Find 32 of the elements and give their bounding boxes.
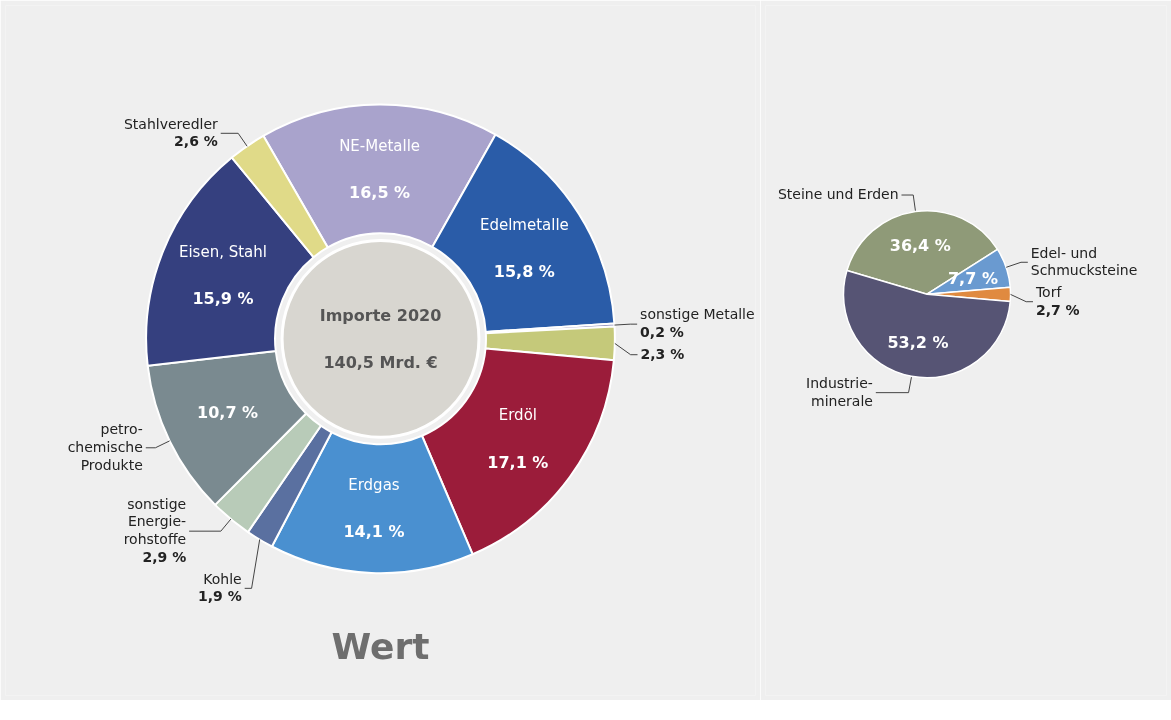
slice-label: Industrie- minerale — [806, 374, 873, 409]
slice-label: Eisen, Stahl — [178, 242, 267, 261]
slice-label: Stahlveredler — [123, 115, 219, 132]
slice-label: petro- chemische Produkte — [67, 421, 143, 473]
text: Importe 2020 — [319, 305, 442, 325]
slice-label: Edel- und Schmucksteine — [1030, 244, 1138, 279]
slice-label: Erdgas — [348, 475, 400, 494]
slice-label: sonstige Energie- rohstoffe — [123, 495, 187, 548]
slice-label: sonstige Metalle — [640, 306, 755, 323]
data-label: 14,1 % — [343, 522, 405, 542]
data-label: 2,3 % — [640, 345, 685, 362]
data-label: 17,1 % — [487, 452, 549, 472]
data-label: 2,9 % — [142, 548, 187, 565]
slice-label: Steine und Erden — [777, 186, 899, 203]
data-label: 36,4 % — [889, 236, 951, 256]
slice-label: Kohle — [203, 570, 242, 587]
slice-label: NE-Metalle — [339, 136, 421, 155]
data-label: 53,2 % — [887, 332, 949, 352]
data-label: 1,9 % — [198, 588, 242, 605]
data-label: 0,2 % — [640, 324, 684, 341]
data-label: 16,5 % — [349, 182, 411, 202]
slice-label: Erdöl — [498, 406, 537, 425]
data-label: 10,7 % — [197, 403, 259, 423]
data-label: 15,9 % — [192, 289, 254, 309]
data-label: 15,8 % — [493, 262, 555, 282]
slice-label: Torf — [1034, 283, 1063, 300]
text: 140,5 Mrd. € — [323, 352, 438, 372]
text: Wert — [331, 626, 430, 668]
slice-label: Edelmetalle — [479, 216, 569, 235]
data-label: 2,7 % — [1035, 301, 1080, 318]
data-label: 2,6 % — [174, 133, 218, 150]
data-label: 7,7 % — [947, 269, 998, 289]
